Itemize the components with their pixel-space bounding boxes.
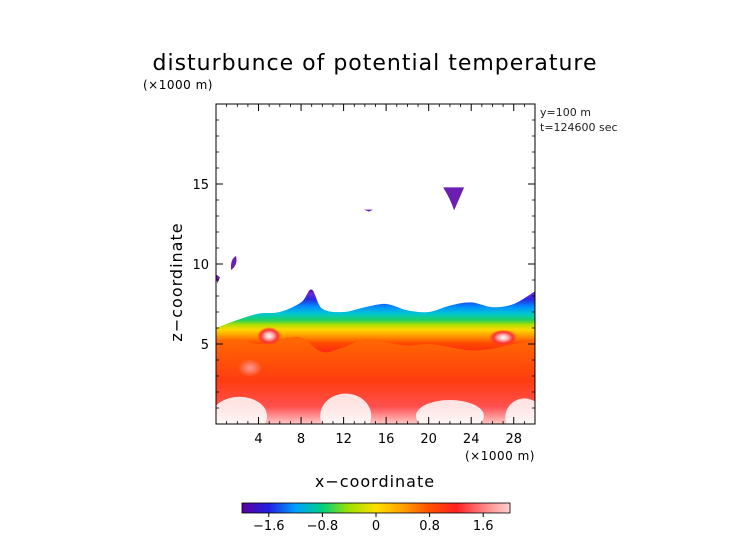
cold-anomaly xyxy=(363,209,373,212)
colorbar-tick-label: 0 xyxy=(372,519,380,532)
chart-title: disturbunce of potential temperature xyxy=(153,51,598,76)
colorbar-ticks: −1.6 −0.8 0 0.8 1.6 xyxy=(253,513,494,534)
y-axis: 5 10 15 xyxy=(192,103,535,425)
cold-anomaly xyxy=(443,187,465,211)
y-tick-label: 10 xyxy=(192,258,209,273)
colorbar-tick-label: −1.6 xyxy=(253,519,285,532)
x-unit-label: (×1000 m) xyxy=(465,449,535,463)
x-tick-label: 4 xyxy=(254,432,262,447)
cold-anomaly xyxy=(230,256,237,270)
y-axis-label: z−coordinate xyxy=(167,222,186,341)
x-tick-label: 28 xyxy=(505,432,522,447)
info-line-t: t=124600 sec xyxy=(540,121,618,134)
z-unit-label: (×1000 m) xyxy=(143,78,213,92)
field-layer xyxy=(216,187,535,424)
warm-anomaly xyxy=(257,327,282,345)
x-tick-label: 12 xyxy=(335,432,352,447)
warm-anomaly xyxy=(238,359,263,377)
ground-lobe xyxy=(216,396,268,424)
cold-anomaly xyxy=(216,274,221,284)
x-tick-label: 16 xyxy=(378,432,395,447)
colorbar xyxy=(241,502,511,514)
ground-lobe xyxy=(320,393,372,424)
colorbar-tick-label: −0.8 xyxy=(307,519,339,532)
colorbar-tick-label: 0.8 xyxy=(419,519,440,532)
x-axis: 4 8 12 16 20 24 28 xyxy=(215,104,536,447)
warm-anomaly xyxy=(489,329,518,346)
x-tick-label: 8 xyxy=(297,432,305,447)
y-tick-label: 5 xyxy=(201,338,209,353)
info-line-y: y=100 m xyxy=(540,106,591,119)
x-axis-label: x−coordinate xyxy=(315,472,435,491)
y-tick-label: 15 xyxy=(192,178,209,193)
x-tick-label: 20 xyxy=(420,432,437,447)
ground-lobe xyxy=(415,400,484,424)
colorbar-tick-label: 1.6 xyxy=(473,519,494,532)
x-tick-label: 24 xyxy=(463,432,480,447)
ground-lobe xyxy=(505,398,535,424)
